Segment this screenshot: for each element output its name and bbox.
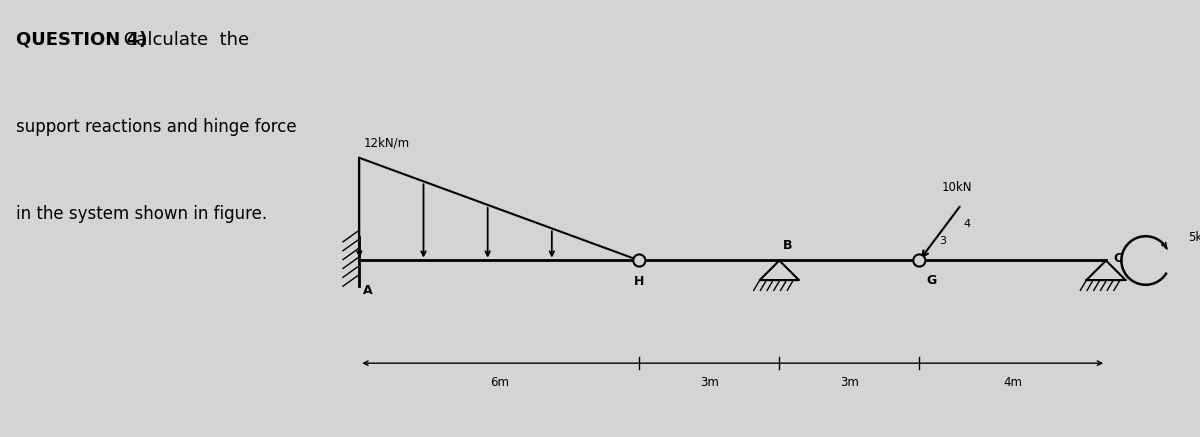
- Text: 3m: 3m: [700, 376, 719, 389]
- Text: in the system shown in figure.: in the system shown in figure.: [16, 205, 266, 223]
- Circle shape: [634, 254, 646, 267]
- Text: support reactions and hinge force: support reactions and hinge force: [16, 118, 296, 136]
- Text: Calculate  the: Calculate the: [118, 31, 248, 49]
- Text: QUESTION 4): QUESTION 4): [16, 31, 146, 49]
- Text: 3m: 3m: [840, 376, 859, 389]
- Text: G: G: [926, 274, 936, 288]
- Text: H: H: [634, 275, 644, 288]
- Text: C: C: [1114, 252, 1122, 265]
- Text: 4m: 4m: [1003, 376, 1022, 389]
- Text: 3: 3: [938, 236, 946, 246]
- Text: A: A: [364, 284, 373, 297]
- Text: 5kNm: 5kNm: [1188, 231, 1200, 244]
- Text: B: B: [784, 239, 792, 252]
- Text: 6m: 6m: [490, 376, 509, 389]
- Text: 12kN/m: 12kN/m: [364, 136, 410, 149]
- Text: 4: 4: [964, 219, 971, 229]
- Text: 10kN: 10kN: [942, 181, 972, 194]
- Circle shape: [913, 254, 925, 267]
